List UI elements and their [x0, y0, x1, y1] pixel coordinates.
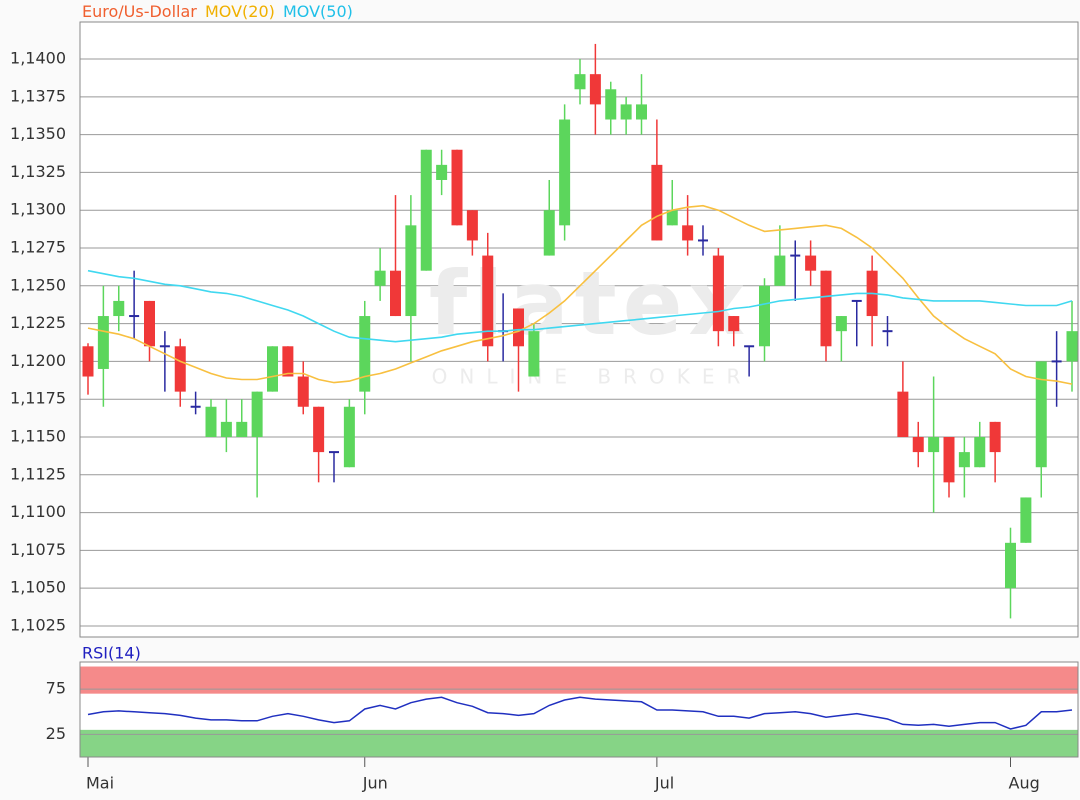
y-tick-label: 75 [46, 679, 66, 698]
y-tick-label: 1,1325 [10, 162, 66, 181]
x-tick-label: Mai [86, 774, 114, 793]
candle-body [313, 406, 325, 453]
candle-body [728, 316, 740, 332]
candle-body [466, 210, 478, 241]
candle-body [144, 300, 155, 347]
candle-body [174, 346, 186, 392]
y-tick-label: 1,1400 [10, 49, 66, 68]
candle-body [958, 452, 970, 468]
y-tick-label: 25 [46, 724, 66, 743]
y-tick-label: 1,1075 [10, 540, 66, 559]
y-tick-label: 1,1150 [10, 426, 66, 445]
candle-body [835, 316, 847, 332]
legend-entry: MOV(20) [205, 2, 275, 21]
candle-body [282, 346, 294, 377]
y-tick-label: 1,1250 [10, 275, 66, 294]
candle-body [513, 308, 524, 347]
y-tick-label: 1,1050 [10, 578, 66, 597]
candle-body [343, 406, 355, 468]
y-tick-label: 1,1125 [10, 464, 66, 483]
candle-body [774, 255, 786, 286]
rsi-line [87, 696, 1073, 730]
y-tick-label: 1,1025 [10, 615, 66, 634]
candle-body [666, 210, 678, 226]
candle-body [989, 421, 1001, 453]
candle-body [251, 391, 263, 437]
candle-body [1020, 497, 1032, 543]
y-tick-label: 1,1100 [10, 502, 66, 521]
candle-body [267, 346, 278, 392]
candle-body [359, 316, 371, 392]
candle-body [1005, 542, 1016, 589]
watermark-tagline: ONLINE BROKER [432, 365, 753, 389]
y-tick-label: 1,1375 [10, 86, 66, 105]
candles [82, 43, 1078, 619]
legend-entry: MOV(50) [283, 2, 353, 21]
candle-body [928, 436, 940, 453]
y-tick-label: 1,1275 [10, 238, 66, 257]
candle-body [574, 74, 586, 90]
candle-body [651, 164, 663, 241]
candle-body [543, 210, 555, 256]
candle-body [374, 270, 386, 286]
candle-body [620, 104, 632, 120]
candle-body [912, 436, 924, 453]
price-panel [79, 21, 1079, 638]
y-tick-label: 1,1350 [10, 124, 66, 143]
y-tick-label: 1,1300 [10, 200, 66, 219]
candle-body [528, 331, 540, 377]
candle-body [220, 421, 232, 437]
moving-average-line [87, 204, 1073, 385]
moving-average-line [87, 269, 1073, 343]
y-tick-label: 1,1175 [10, 389, 66, 408]
y-tick-label: 1,1200 [10, 351, 66, 370]
candle-body [759, 285, 770, 347]
candle-body [113, 300, 125, 317]
candle-body [236, 421, 248, 437]
y-tick-label: 1,1225 [10, 313, 66, 332]
candle-body [436, 164, 448, 180]
candle-body [589, 74, 601, 105]
candle-body [805, 255, 817, 271]
price-frame [79, 21, 1079, 638]
candle-body [636, 104, 647, 120]
candle-body [559, 119, 571, 226]
rsi-title: RSI(14) [82, 644, 141, 663]
rsi-frame [79, 661, 1079, 758]
watermark-logo: flatex [429, 252, 751, 355]
candle-body [712, 255, 724, 332]
candle-body [682, 225, 694, 241]
legend: Euro/Us-Dollar MOV(20) MOV(50) [82, 2, 353, 21]
candle-body [405, 225, 417, 317]
candle-body [974, 436, 986, 468]
candle-body [297, 376, 309, 407]
candle-body [897, 391, 909, 437]
candle-body [390, 270, 401, 317]
x-tick-label: Aug [1009, 774, 1040, 793]
legend-entry: Euro/Us-Dollar [82, 2, 197, 21]
grid [80, 58, 1078, 627]
candle-body [205, 406, 217, 437]
candle-body [82, 346, 94, 377]
candle-body [451, 149, 463, 226]
candle-body [820, 270, 832, 347]
candle-body [1066, 331, 1078, 362]
candle-body [97, 316, 109, 369]
candle-body [420, 149, 432, 271]
watermark: flatex ONLINE BROKER [429, 252, 753, 389]
candle-body [1035, 361, 1047, 468]
candle-body [605, 89, 617, 120]
x-tick-label: Jul [654, 774, 674, 793]
candle-body [482, 255, 494, 347]
candle-body [943, 436, 955, 483]
x-tick-label: Jun [362, 774, 388, 793]
